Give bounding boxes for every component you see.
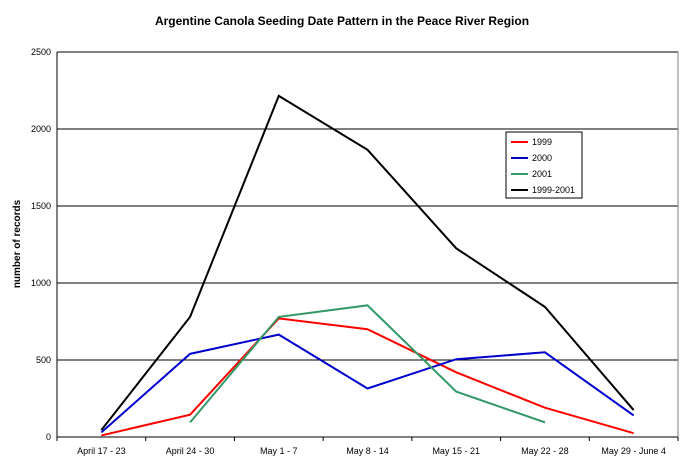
legend-label: 2000 <box>532 153 552 163</box>
legend-label: 1999 <box>532 137 552 147</box>
x-tick-label: April 17 - 23 <box>77 446 126 456</box>
series-line-2001 <box>189 304 546 424</box>
y-tick-label: 0 <box>46 432 51 442</box>
y-tick-label: 1500 <box>31 201 51 211</box>
x-tick-label: May 15 - 21 <box>432 446 480 456</box>
legend-label: 1999-2001 <box>532 185 575 195</box>
x-tick-label: April 24 - 30 <box>166 446 215 456</box>
series-line-1999-2001 <box>100 94 635 431</box>
y-tick-label: 2500 <box>31 47 51 57</box>
chart-title: Argentine Canola Seeding Date Pattern in… <box>155 14 529 28</box>
y-tick-label: 2000 <box>31 124 51 134</box>
series-line-2000 <box>100 333 635 434</box>
legend: 1999 2000 2001 1999-2001 <box>505 131 583 199</box>
x-tick-label: May 22 - 28 <box>521 446 569 456</box>
tick-labels: 0 500 1000 1500 2000 2500 April 17 - 23 April 2… <box>31 47 666 456</box>
x-tick-label: May 1 - 7 <box>260 446 298 456</box>
x-tick-label: May 29 - June 4 <box>601 446 666 456</box>
gridlines <box>57 51 678 361</box>
y-tick-label: 500 <box>36 355 51 365</box>
series-lines <box>100 94 635 437</box>
axes <box>56 52 679 441</box>
x-tick-label: May 8 - 14 <box>346 446 389 456</box>
series-line-1999 <box>101 317 634 437</box>
legend-label: 2001 <box>532 169 552 179</box>
y-tick-label: 1000 <box>31 278 51 288</box>
y-axis-label: number of records <box>12 199 23 288</box>
